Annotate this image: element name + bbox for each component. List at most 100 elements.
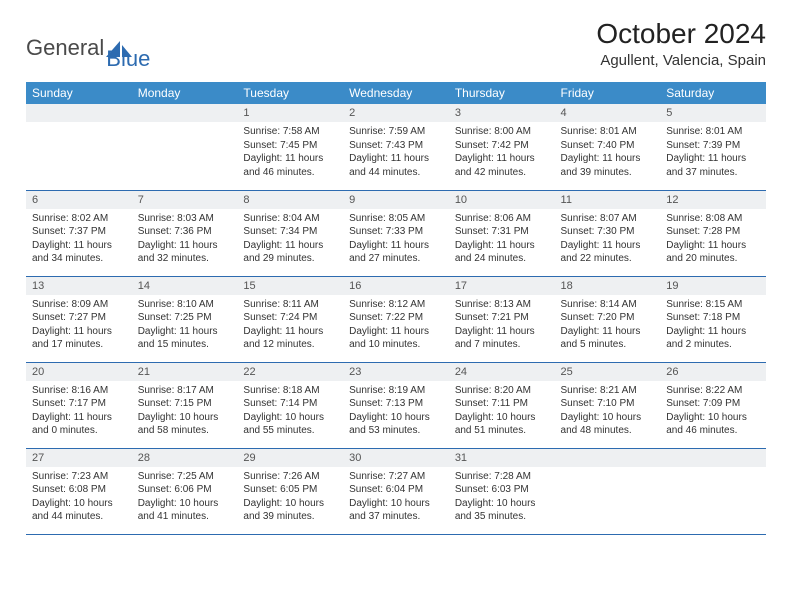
calendar-body: 1Sunrise: 7:58 AMSunset: 7:45 PMDaylight… [26,104,766,534]
week-row: 1Sunrise: 7:58 AMSunset: 7:45 PMDaylight… [26,104,766,190]
day-number [660,449,766,467]
day-number: 25 [555,363,661,381]
day-number: 29 [237,449,343,467]
day-cell: 6Sunrise: 8:02 AMSunset: 7:37 PMDaylight… [26,190,132,276]
day-details: Sunrise: 8:00 AMSunset: 7:42 PMDaylight:… [449,122,555,185]
day-header: Tuesday [237,82,343,104]
day-details: Sunrise: 8:09 AMSunset: 7:27 PMDaylight:… [26,295,132,358]
day-details: Sunrise: 8:21 AMSunset: 7:10 PMDaylight:… [555,381,661,444]
day-details: Sunrise: 7:23 AMSunset: 6:08 PMDaylight:… [26,467,132,530]
day-details: Sunrise: 7:25 AMSunset: 6:06 PMDaylight:… [132,467,238,530]
day-number: 10 [449,191,555,209]
day-details: Sunrise: 8:04 AMSunset: 7:34 PMDaylight:… [237,209,343,272]
day-number: 26 [660,363,766,381]
day-number: 27 [26,449,132,467]
logo: General Blue [26,24,150,72]
logo-text-general: General [26,35,104,61]
day-cell: 19Sunrise: 8:15 AMSunset: 7:18 PMDayligh… [660,276,766,362]
day-details: Sunrise: 8:18 AMSunset: 7:14 PMDaylight:… [237,381,343,444]
day-number: 9 [343,191,449,209]
day-cell: 1Sunrise: 7:58 AMSunset: 7:45 PMDaylight… [237,104,343,190]
day-cell [660,448,766,534]
day-details: Sunrise: 8:22 AMSunset: 7:09 PMDaylight:… [660,381,766,444]
day-header-row: SundayMondayTuesdayWednesdayThursdayFrid… [26,82,766,104]
day-details: Sunrise: 8:14 AMSunset: 7:20 PMDaylight:… [555,295,661,358]
day-number: 16 [343,277,449,295]
day-details: Sunrise: 8:15 AMSunset: 7:18 PMDaylight:… [660,295,766,358]
day-number: 18 [555,277,661,295]
day-number: 11 [555,191,661,209]
day-details: Sunrise: 7:28 AMSunset: 6:03 PMDaylight:… [449,467,555,530]
day-details: Sunrise: 8:19 AMSunset: 7:13 PMDaylight:… [343,381,449,444]
day-header: Wednesday [343,82,449,104]
day-details: Sunrise: 8:02 AMSunset: 7:37 PMDaylight:… [26,209,132,272]
day-cell: 24Sunrise: 8:20 AMSunset: 7:11 PMDayligh… [449,362,555,448]
day-number: 2 [343,104,449,122]
day-cell: 15Sunrise: 8:11 AMSunset: 7:24 PMDayligh… [237,276,343,362]
day-cell: 3Sunrise: 8:00 AMSunset: 7:42 PMDaylight… [449,104,555,190]
day-details: Sunrise: 8:07 AMSunset: 7:30 PMDaylight:… [555,209,661,272]
day-number: 17 [449,277,555,295]
day-cell: 4Sunrise: 8:01 AMSunset: 7:40 PMDaylight… [555,104,661,190]
day-cell: 10Sunrise: 8:06 AMSunset: 7:31 PMDayligh… [449,190,555,276]
day-number: 15 [237,277,343,295]
day-cell: 20Sunrise: 8:16 AMSunset: 7:17 PMDayligh… [26,362,132,448]
day-cell: 26Sunrise: 8:22 AMSunset: 7:09 PMDayligh… [660,362,766,448]
day-cell: 23Sunrise: 8:19 AMSunset: 7:13 PMDayligh… [343,362,449,448]
day-cell: 13Sunrise: 8:09 AMSunset: 7:27 PMDayligh… [26,276,132,362]
day-cell: 22Sunrise: 8:18 AMSunset: 7:14 PMDayligh… [237,362,343,448]
day-cell: 2Sunrise: 7:59 AMSunset: 7:43 PMDaylight… [343,104,449,190]
day-cell: 25Sunrise: 8:21 AMSunset: 7:10 PMDayligh… [555,362,661,448]
day-cell: 12Sunrise: 8:08 AMSunset: 7:28 PMDayligh… [660,190,766,276]
day-number: 31 [449,449,555,467]
day-cell: 5Sunrise: 8:01 AMSunset: 7:39 PMDaylight… [660,104,766,190]
day-cell [132,104,238,190]
day-cell: 11Sunrise: 8:07 AMSunset: 7:30 PMDayligh… [555,190,661,276]
day-number: 6 [26,191,132,209]
day-details: Sunrise: 7:59 AMSunset: 7:43 PMDaylight:… [343,122,449,185]
day-cell: 16Sunrise: 8:12 AMSunset: 7:22 PMDayligh… [343,276,449,362]
day-cell: 30Sunrise: 7:27 AMSunset: 6:04 PMDayligh… [343,448,449,534]
day-number: 20 [26,363,132,381]
day-number: 4 [555,104,661,122]
day-number: 21 [132,363,238,381]
day-header: Saturday [660,82,766,104]
day-details: Sunrise: 8:06 AMSunset: 7:31 PMDaylight:… [449,209,555,272]
day-number: 23 [343,363,449,381]
day-details: Sunrise: 8:11 AMSunset: 7:24 PMDaylight:… [237,295,343,358]
day-number: 22 [237,363,343,381]
day-details: Sunrise: 7:26 AMSunset: 6:05 PMDaylight:… [237,467,343,530]
day-number: 8 [237,191,343,209]
day-header: Friday [555,82,661,104]
day-cell: 9Sunrise: 8:05 AMSunset: 7:33 PMDaylight… [343,190,449,276]
title-block: October 2024 Agullent, Valencia, Spain [596,18,766,69]
day-cell: 14Sunrise: 8:10 AMSunset: 7:25 PMDayligh… [132,276,238,362]
day-cell: 31Sunrise: 7:28 AMSunset: 6:03 PMDayligh… [449,448,555,534]
day-cell: 17Sunrise: 8:13 AMSunset: 7:21 PMDayligh… [449,276,555,362]
day-details: Sunrise: 8:01 AMSunset: 7:39 PMDaylight:… [660,122,766,185]
day-number [26,104,132,122]
day-details: Sunrise: 8:20 AMSunset: 7:11 PMDaylight:… [449,381,555,444]
calendar-table: SundayMondayTuesdayWednesdayThursdayFrid… [26,82,766,535]
day-number: 19 [660,277,766,295]
day-number: 14 [132,277,238,295]
month-title: October 2024 [596,18,766,50]
day-details: Sunrise: 8:17 AMSunset: 7:15 PMDaylight:… [132,381,238,444]
day-cell [26,104,132,190]
week-row: 6Sunrise: 8:02 AMSunset: 7:37 PMDaylight… [26,190,766,276]
day-number: 1 [237,104,343,122]
week-row: 13Sunrise: 8:09 AMSunset: 7:27 PMDayligh… [26,276,766,362]
week-row: 27Sunrise: 7:23 AMSunset: 6:08 PMDayligh… [26,448,766,534]
day-header: Thursday [449,82,555,104]
day-number [132,104,238,122]
day-number: 13 [26,277,132,295]
header: General Blue October 2024 Agullent, Vale… [26,18,766,72]
day-details: Sunrise: 8:08 AMSunset: 7:28 PMDaylight:… [660,209,766,272]
day-details: Sunrise: 8:12 AMSunset: 7:22 PMDaylight:… [343,295,449,358]
day-cell [555,448,661,534]
day-cell: 8Sunrise: 8:04 AMSunset: 7:34 PMDaylight… [237,190,343,276]
day-header: Monday [132,82,238,104]
day-details: Sunrise: 7:27 AMSunset: 6:04 PMDaylight:… [343,467,449,530]
day-number: 7 [132,191,238,209]
day-number: 3 [449,104,555,122]
